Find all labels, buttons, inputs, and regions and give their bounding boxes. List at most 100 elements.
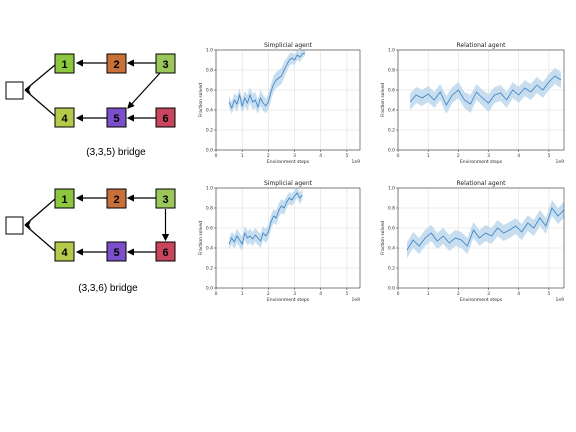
x-tick-label-2: 2: [267, 291, 270, 297]
plot-frame: [215, 187, 361, 289]
y-tick-label-2: 0.4: [388, 108, 395, 114]
x-tick-label-5: 5: [345, 153, 348, 159]
y-tick-label-3: 0.6: [388, 226, 395, 232]
y-tick-label-1: 0.2: [388, 266, 395, 272]
node-6: 6: [155, 241, 176, 262]
node-4: 4: [54, 241, 75, 262]
y-tick-label-5: 1.0: [206, 48, 213, 54]
x-tick-label-3: 3: [293, 153, 296, 159]
x-tick-label-3: 3: [293, 291, 296, 297]
branch-arrow-tip: [25, 86, 31, 94]
y-tick-label-2: 0.4: [388, 246, 395, 252]
y-tick-label-1: 0.2: [206, 266, 213, 272]
node-6-label: 6: [162, 247, 168, 259]
branch-line-to-1: [24, 198, 56, 226]
bridge-diagram-335: 1 2 3 4 5 6: [5, 53, 176, 128]
plot-frame: [397, 187, 565, 289]
x-tick-label-3: 3: [487, 153, 490, 159]
node-5: 5: [106, 107, 127, 128]
y-tick-label-3: 0.6: [388, 88, 395, 94]
y-tick-label-4: 0.8: [206, 206, 213, 212]
x-offset-label: 1e9: [556, 159, 565, 165]
y-tick-label-4: 0.8: [388, 68, 395, 74]
branch-line-to-4: [24, 224, 56, 252]
y-tick-label-4: 0.8: [206, 68, 213, 74]
x-axis-label: Environment steps: [460, 297, 503, 303]
y-axis-label: Fraction solved: [198, 83, 204, 117]
node-2: 2: [106, 188, 127, 209]
node-4: 4: [54, 107, 75, 128]
confidence-band: [410, 68, 561, 114]
bridge-diagram-336: 1 2 3 4 5 6: [5, 188, 176, 262]
x-offset-label: 1e9: [352, 159, 361, 165]
series-line: [409, 75, 562, 106]
node-1-label: 1: [61, 194, 67, 206]
y-axis-label: Fraction solved: [380, 83, 386, 117]
x-tick-label-5: 5: [547, 153, 550, 159]
y-axis-label: Fraction solved: [380, 221, 386, 255]
x-tick-label-0: 0: [397, 291, 400, 297]
chart-title: Relational agent: [456, 42, 506, 49]
x-tick-label-1: 1: [427, 291, 430, 297]
x-offset-label: 1e9: [352, 297, 361, 303]
y-tick-label-4: 0.8: [388, 206, 395, 212]
y-tick-label-0: 0.0: [388, 286, 395, 292]
target-empty-box: [5, 81, 24, 100]
y-tick-label-0: 0.0: [206, 148, 213, 154]
y-tick-label-5: 1.0: [388, 48, 395, 54]
y-tick-label-0: 0.0: [206, 286, 213, 292]
x-tick-label-5: 5: [345, 291, 348, 297]
node-2: 2: [106, 53, 127, 74]
x-tick-label-0: 0: [215, 291, 218, 297]
x-tick-label-1: 1: [241, 153, 244, 159]
node-3-label: 3: [162, 194, 168, 206]
node-4-label: 4: [61, 247, 68, 259]
y-tick-label-3: 0.6: [206, 88, 213, 94]
x-tick-label-1: 1: [241, 291, 244, 297]
y-tick-label-3: 0.6: [206, 226, 213, 232]
x-tick-label-2: 2: [267, 153, 270, 159]
branch-line-to-1: [24, 64, 56, 91]
x-tick-label-4: 4: [319, 291, 322, 297]
x-tick-label-2: 2: [457, 153, 460, 159]
x-axis-label: Environment steps: [267, 159, 310, 165]
node-2-label: 2: [113, 59, 119, 71]
chart-title: Simplicial agent: [264, 180, 313, 187]
node-1: 1: [54, 53, 75, 74]
node-1: 1: [54, 188, 75, 209]
bridge-caption-336: (3,3,6) bridge: [78, 283, 138, 294]
node-3: 3: [155, 188, 176, 209]
x-tick-label-4: 4: [517, 153, 520, 159]
chart-title: Relational agent: [456, 180, 506, 187]
series-line: [406, 207, 565, 251]
chart-simplicial-335: 0 1 2 3 4 5 0.0 0.2 0.4 0.6 0.8 1.0 Simplicial agent…: [198, 42, 361, 165]
node-5-label: 5: [113, 113, 119, 125]
node-5: 5: [106, 241, 127, 262]
bridge-caption-335: (3,3,5) bridge: [86, 147, 146, 158]
branch-arrow-tip: [25, 221, 31, 229]
node-6: 6: [155, 107, 176, 128]
confidence-band: [407, 200, 564, 258]
y-axis-label: Fraction solved: [198, 221, 204, 255]
node-3-label: 3: [162, 59, 168, 71]
y-tick-label-0: 0.0: [388, 148, 395, 154]
x-tick-label-1: 1: [427, 153, 430, 159]
plot-frame: [215, 49, 361, 151]
y-tick-label-5: 1.0: [388, 186, 395, 192]
node-5-label: 5: [113, 247, 119, 259]
node-4-label: 4: [61, 113, 68, 125]
x-tick-label-4: 4: [319, 153, 322, 159]
x-tick-label-3: 3: [487, 291, 490, 297]
node-1-label: 1: [61, 59, 67, 71]
chart-relational-335: 0 1 2 3 4 5 0.0 0.2 0.4 0.6 0.8 1.0 Relational agent…: [380, 42, 565, 165]
x-tick-label-2: 2: [457, 291, 460, 297]
x-axis-label: Environment steps: [267, 297, 310, 303]
y-tick-label-5: 1.0: [206, 186, 213, 192]
target-empty-box: [5, 216, 24, 235]
y-tick-label-2: 0.4: [206, 108, 213, 114]
chart-relational-336: 0 1 2 3 4 5 0.0 0.2 0.4 0.6 0.8 1.0 Relational agent…: [380, 180, 565, 303]
x-tick-label-0: 0: [215, 153, 218, 159]
node-2-label: 2: [113, 194, 119, 206]
edge-3-to-5: [127, 72, 161, 109]
